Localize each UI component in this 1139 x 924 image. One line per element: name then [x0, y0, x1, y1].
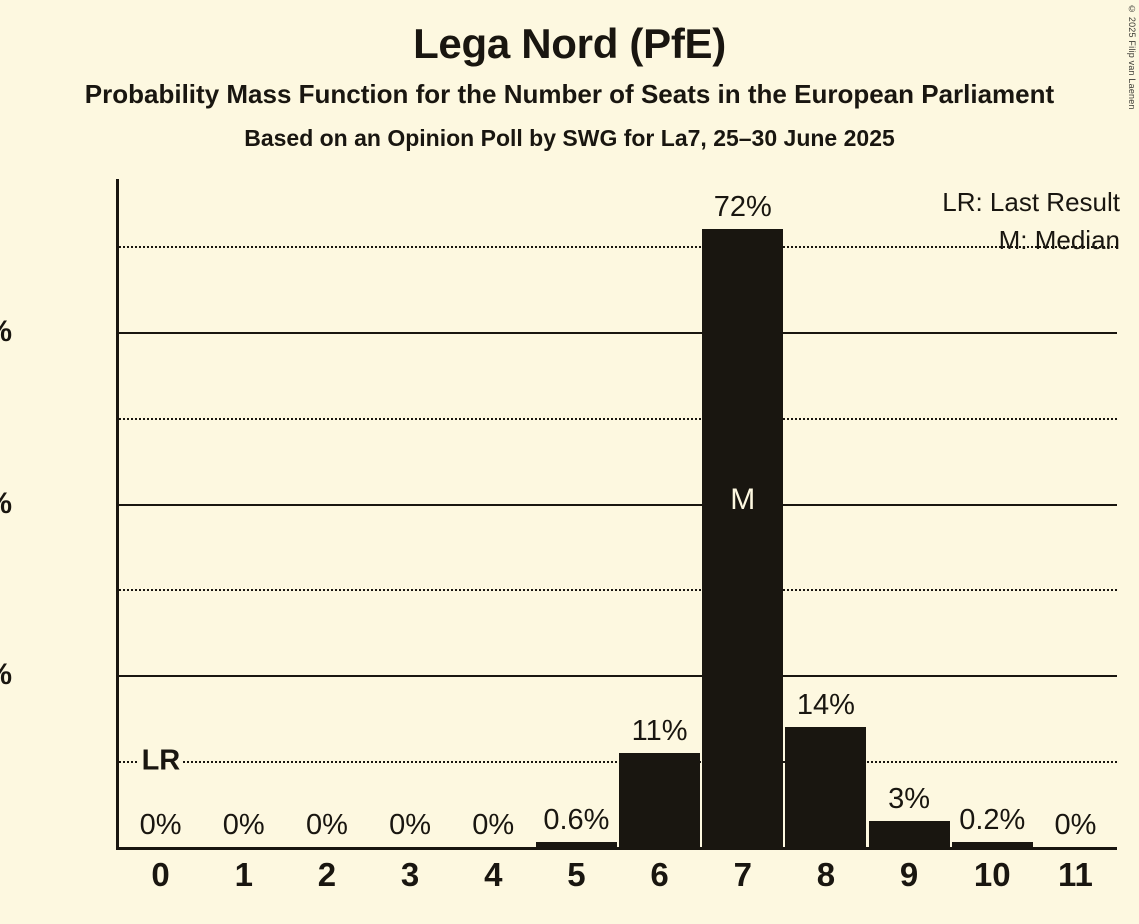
bar-value-label: 11%: [631, 714, 688, 747]
gridline-minor: [119, 417, 1117, 420]
chart-legend: LR: Last Result M: Median: [942, 184, 1120, 259]
x-axis-tick-label: 9: [899, 856, 919, 893]
gridline-major: [119, 331, 1117, 334]
x-axis-tick-label: 4: [484, 856, 503, 893]
plot-area: M: [116, 179, 1117, 850]
bar-value-label: 3%: [888, 783, 931, 816]
bar-value-label: 0%: [1054, 809, 1097, 841]
legend-item-median: M: Median: [998, 224, 1120, 255]
x-axis-tick-label: 2: [317, 856, 337, 893]
y-axis-tick-label: 20%: [0, 658, 12, 692]
x-axis-line: [116, 847, 1117, 850]
x-axis-tick-label: 1: [234, 856, 253, 893]
title-block: Lega Nord (PfE) Probability Mass Functio…: [0, 0, 1139, 150]
chart-subtitle: Probability Mass Function for the Number…: [84, 78, 1055, 109]
bar-value-label: 0%: [222, 809, 265, 841]
page-title: Lega Nord (PfE): [413, 20, 726, 67]
median-marker: M: [730, 483, 756, 517]
bar-value-label: 72%: [713, 190, 772, 223]
bar: [951, 842, 1033, 847]
last-result-marker: LR: [138, 746, 184, 776]
gridline-major: [119, 675, 1117, 678]
x-axis-tick-label: 6: [650, 856, 669, 893]
y-axis-line: [116, 179, 119, 847]
x-axis-tick-label: 3: [400, 856, 420, 893]
chart-source-note: Based on an Opinion Poll by SWG for La7,…: [244, 125, 895, 152]
x-axis-tick-label: 11: [1057, 856, 1093, 893]
x-axis-tick-label: 5: [567, 856, 586, 893]
gridline-minor: [119, 761, 1117, 764]
bar: [535, 841, 617, 847]
y-axis-tick-label: 40%: [0, 487, 12, 521]
x-axis-tick-label: 7: [733, 856, 752, 893]
x-axis-tick-label: 0: [151, 856, 170, 893]
copyright-notice: © 2025 Filip van Laenen: [1127, 4, 1137, 110]
x-axis-tick-label: 8: [816, 856, 836, 893]
bar: M: [702, 228, 784, 847]
x-axis-tick-label: 10: [973, 856, 1011, 893]
bar: [619, 752, 701, 847]
bar-value-label: 0%: [389, 809, 432, 841]
bar-value-label: 0%: [139, 809, 182, 841]
bar-value-label: 0%: [305, 809, 348, 841]
legend-item-last-result: LR: Last Result: [942, 187, 1120, 217]
bar-value-label: 0.6%: [543, 803, 610, 836]
bar-value-label: 14%: [796, 688, 855, 721]
gridline-minor: [119, 245, 1117, 248]
y-axis-tick-label: 60%: [0, 315, 12, 349]
gridline-minor: [119, 589, 1117, 592]
bar-value-label: 0.2%: [959, 804, 1026, 836]
bar-value-label: 0%: [472, 809, 515, 841]
bar: [868, 821, 950, 847]
bar: [785, 726, 867, 847]
gridline-major: [119, 503, 1117, 506]
